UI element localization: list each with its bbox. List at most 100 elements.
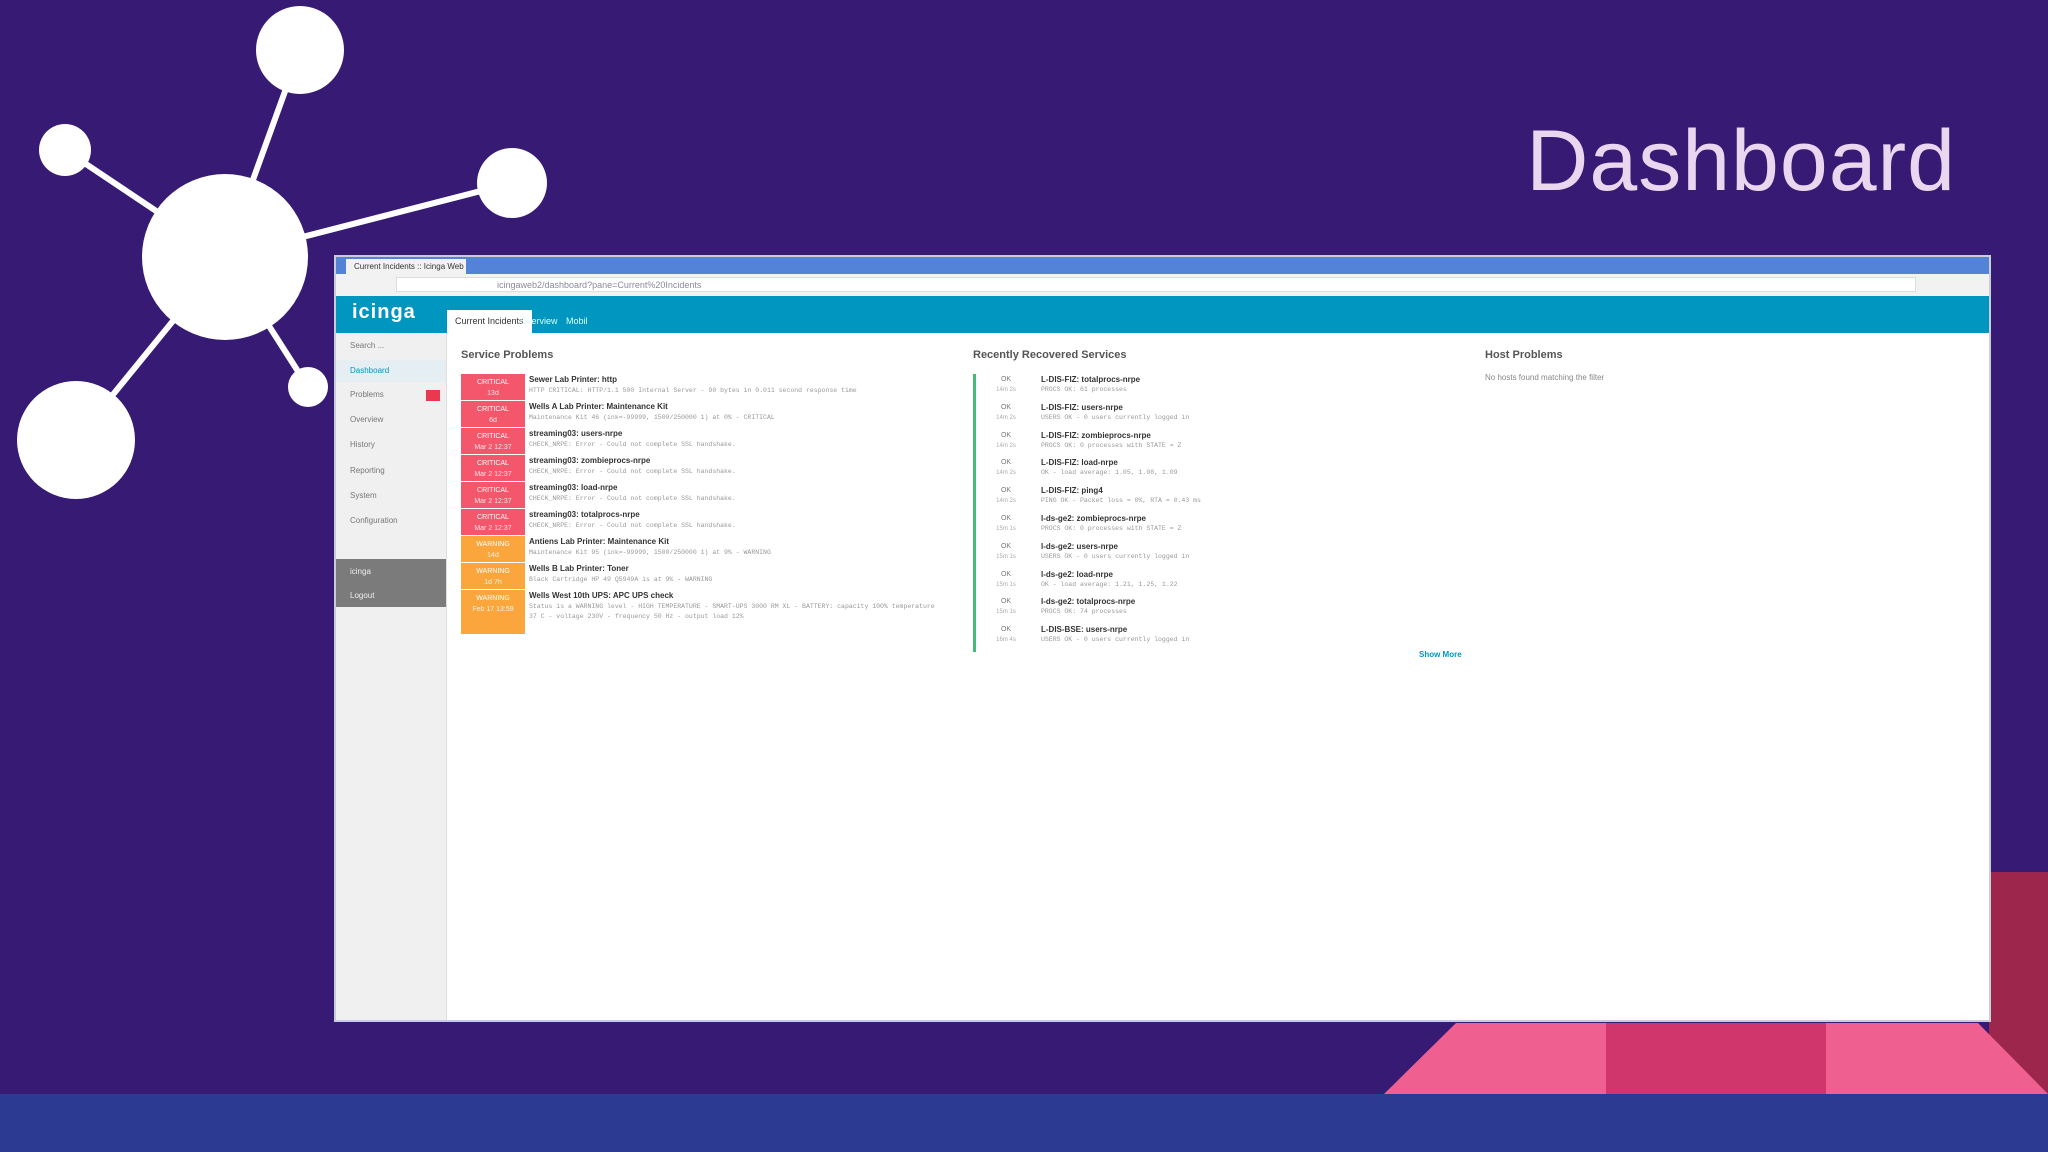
state-label: WARNING [476, 541, 510, 548]
service-name[interactable]: L-DIS-FIZ: totalprocs-nrpe [1041, 375, 1141, 384]
address-bar: icingaweb2/dashboard?pane=Current%20Inci… [336, 274, 1989, 297]
app-tab[interactable]: Overview [520, 316, 558, 326]
state-badge: WARNING 1d 7h [461, 563, 525, 589]
state-label: CRITICAL [477, 406, 509, 413]
accent-shape [1826, 1023, 2048, 1094]
state-badge: CRITICAL Mar 2 12:37 [461, 455, 525, 481]
service-name[interactable]: Antiens Lab Printer: Maintenance Kit [529, 537, 670, 546]
app-header: icinga Current Incidents Overview Mobil [336, 296, 1989, 333]
service-name[interactable]: l-ds-ge2: load-nrpe [1041, 569, 1114, 579]
plugin-output: PROCS OK: 0 processes with STATE = Z [1041, 441, 1182, 449]
service-name[interactable]: Sewer Lab Printer: http [529, 375, 618, 384]
state-since: 15m 1s [996, 581, 1016, 588]
plugin-output: CHECK_NRPE: Error - Could not complete S… [529, 495, 736, 502]
plugin-output: OK - load average: 1.05, 1.08, 1.09 [1041, 469, 1178, 477]
nav-item[interactable]: icinga [350, 567, 371, 576]
state-label: CRITICAL [477, 514, 509, 521]
state-since: 14d [487, 552, 499, 559]
service-name[interactable]: L-DIS-FIZ: users-nrpe [1041, 402, 1123, 412]
plugin-output: OK - load average: 1.21, 1.25, 1.22 [1041, 580, 1178, 588]
nav-item[interactable]: History [350, 440, 375, 449]
section-heading: Service Problems [461, 349, 554, 361]
state-since: Mar 2 12:37 [474, 498, 512, 505]
state-badge: WARNING 14d [461, 536, 525, 562]
service-name[interactable]: L-DIS-BSE: users-nrpe [1041, 625, 1128, 635]
empty-message: No hosts found matching the filter [1485, 373, 1605, 382]
plugin-output: USERS OK - 0 users currently logged in [1041, 552, 1190, 560]
state-label: OK [1000, 431, 1012, 439]
service-name[interactable]: streaming03: zombieprocs-nrpe [529, 456, 651, 465]
nav-item[interactable]: Search ... [350, 341, 385, 350]
service-name[interactable]: l-ds-ge2: zombieprocs-nrpe [1041, 514, 1146, 523]
state-label: WARNING [476, 595, 510, 602]
service-name[interactable]: L-DIS-FIZ: load-nrpe [1041, 458, 1118, 468]
state-label: OK [1000, 487, 1012, 495]
service-name[interactable]: l-ds-ge2: users-nrpe [1041, 541, 1118, 551]
state-label: OK [1000, 515, 1012, 522]
state-badge: CRITICAL Mar 2 12:37 [461, 509, 525, 535]
state-badge: CRITICAL Mar 2 12:37 [461, 482, 525, 508]
plugin-output: PING OK - Packet loss = 0%, RTA = 0.43 m… [1041, 497, 1201, 505]
plugin-output: Status is a WARNING level - HIGH TEMPERA… [529, 603, 935, 620]
nav-item[interactable]: Overview [350, 415, 384, 424]
state-since: Mar 2 12:37 [474, 444, 512, 451]
state-since: 14m 2s [996, 470, 1016, 477]
plugin-output: Black Cartridge HP 49 Q5949A is at 9% - … [529, 576, 713, 583]
problems-badge [426, 390, 440, 401]
state-label: OK [1000, 403, 1012, 411]
browser-tab[interactable]: Current Incidents :: Icinga Web [346, 259, 466, 274]
service-name[interactable]: L-DIS-FIZ: ping4 [1041, 486, 1103, 496]
nav-item[interactable]: Problems [350, 390, 384, 399]
section-heading: Recently Recovered Services [973, 349, 1127, 361]
nav-item[interactable]: Logout [350, 591, 375, 600]
state-label: OK [1000, 598, 1012, 606]
footer-band [0, 1094, 2048, 1152]
state-since: 15m 1s [996, 526, 1016, 532]
section-heading: Host Problems [1485, 349, 1563, 361]
state-since: 15m 1s [996, 609, 1016, 616]
service-name[interactable]: Wells B Lab Printer: Toner [529, 564, 629, 573]
nav-item[interactable]: System [350, 491, 377, 500]
logo[interactable]: icinga [352, 301, 416, 323]
app-tab[interactable]: Current Incidents [447, 310, 532, 333]
state-since: 1d 7h [484, 579, 502, 586]
state-since: Mar 2 12:37 [474, 525, 512, 532]
state-since: 13d [487, 390, 499, 397]
admin-section [336, 559, 446, 607]
state-label: OK [1000, 376, 1012, 383]
state-since: 6d [489, 417, 497, 424]
service-name[interactable]: streaming03: totalprocs-nrpe [529, 510, 640, 519]
url-field[interactable]: icingaweb2/dashboard?pane=Current%20Inci… [396, 277, 1916, 292]
plugin-output: Maintenance Kit 95 (ink=-99999, 1500/250… [529, 549, 771, 556]
state-since: Mar 2 12:37 [474, 471, 512, 478]
nav-item[interactable]: Reporting [350, 466, 385, 475]
service-name[interactable]: l-ds-ge2: totalprocs-nrpe [1041, 597, 1136, 607]
service-name[interactable]: Wells A Lab Printer: Maintenance Kit [529, 402, 668, 411]
state-label: CRITICAL [477, 460, 509, 467]
plugin-output: PROCS OK: 74 processes [1041, 608, 1127, 616]
state-label: WARNING [476, 568, 510, 575]
state-badge: CRITICAL Mar 2 12:37 [461, 428, 525, 454]
service-name[interactable]: streaming03: users-nrpe [529, 429, 623, 438]
nav-item[interactable]: Dashboard [336, 360, 446, 382]
network-graphic [17, 6, 547, 499]
state-since: Feb 17 13:59 [472, 606, 514, 613]
sidebar: Search ... Dashboard Problems Overview Histo… [336, 333, 447, 1020]
accent-shape [1384, 1023, 1606, 1094]
service-name[interactable]: Wells West 10th UPS: APC UPS check [529, 591, 674, 600]
nav-item[interactable]: Configuration [350, 516, 398, 525]
app-tab[interactable]: Mobil [566, 316, 588, 326]
show-more-link[interactable]: Show More [1419, 650, 1462, 659]
plugin-output: USERS OK - 0 users currently logged in [1041, 413, 1190, 421]
state-since: 14m 2s [996, 498, 1016, 505]
state-label: OK [1000, 542, 1012, 550]
service-name[interactable]: streaming03: load-nrpe [529, 483, 618, 492]
state-since: 15m 1s [996, 553, 1016, 560]
plugin-output: PROCS OK: 0 processes with STATE = Z [1041, 525, 1182, 532]
screenshot: Current Incidents :: Icinga Web icingawe… [336, 257, 1989, 1020]
state-label: OK [1000, 626, 1012, 634]
slide-title: Dashboard [1526, 113, 1956, 209]
service-name[interactable]: L-DIS-FIZ: zombieprocs-nrpe [1041, 430, 1151, 440]
